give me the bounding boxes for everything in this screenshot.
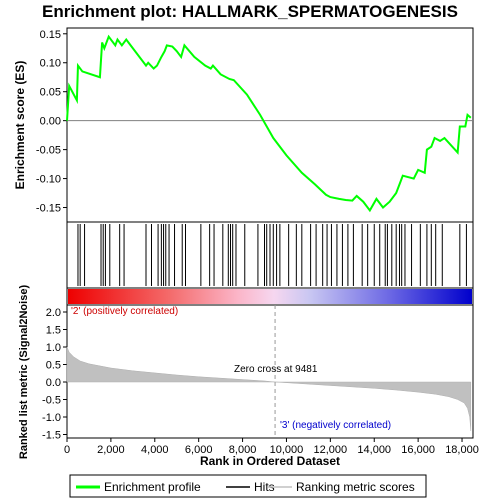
metric-y-tick-label: 1.0: [46, 342, 61, 354]
es-line-group: [66, 34, 472, 213]
x-axis-label: Rank in Ordered Dataset: [200, 454, 340, 468]
metric-y-tick-label: -1.5: [42, 430, 61, 442]
es-y-tick-label: 0.00: [40, 116, 61, 128]
es-y-tick-label: 0.05: [40, 87, 61, 99]
metric-y-tick-label: 0.5: [46, 360, 61, 372]
x-axis: 0 2,000 4,000 6,000 8,000 10,000 12,000 14,000 1…: [64, 438, 479, 456]
es-y-tick-label: 0.15: [40, 29, 61, 41]
x-tick-label: 18,000: [445, 444, 479, 456]
x-tick-label: 0: [64, 444, 70, 456]
x-tick-label: 4,000: [141, 444, 169, 456]
legend-box: [69, 474, 427, 498]
x-tick-label: 14,000: [357, 444, 391, 456]
metric-y-tick-label: 1.5: [46, 325, 61, 337]
es-y-tick-label: -0.10: [36, 174, 61, 186]
x-tick-label: 16,000: [401, 444, 435, 456]
metric-y-tick-label: 2.0: [46, 307, 61, 319]
x-tick-label: 8,000: [229, 444, 257, 456]
x-tick-label: 6,000: [185, 444, 213, 456]
chart-title: Enrichment plot: HALLMARK_SPERMATOGENESI…: [42, 2, 458, 21]
enrichment-profile-line: [66, 34, 472, 213]
es-y-tick-label: 0.10: [40, 58, 61, 70]
metric-y-tick-label: 0.0: [46, 377, 61, 389]
x-tick-label: 2,000: [97, 444, 125, 456]
es-panel-frame: [66, 27, 474, 223]
hit-marks: [77, 224, 467, 286]
negative-correlation-label: '3' (negatively correlated): [280, 420, 391, 431]
positive-correlation-label: '2' (positively correlated): [71, 306, 178, 317]
ranking-metric-area: [66, 346, 472, 432]
es-y-tick-label: -0.05: [36, 145, 61, 157]
metric-area-group: [66, 305, 472, 438]
metric-y-tick-label: -1.0: [42, 412, 61, 424]
legend-label-enrichment: Enrichment profile: [104, 480, 201, 494]
rank-colorbar: [68, 289, 472, 304]
x-tick-label: 12,000: [314, 444, 348, 456]
legend-label-hits: Hits: [254, 480, 275, 494]
metric-y-axis: 2.0 1.5 1.0 0.5 0.0 -0.5 -1.0 -1.5: [42, 307, 67, 442]
es-y-axis: 0.15 0.10 0.05 0.00 -0.05 -0.10 -0.15: [36, 29, 67, 215]
metric-y-tick-label: -0.5: [42, 395, 61, 407]
zero-cross-label: Zero cross at 9481: [234, 364, 318, 375]
metric-y-axis-label: Ranked list metric (Signal2Noise): [18, 285, 30, 460]
legend-label-ranking: Ranking metric scores: [296, 480, 415, 494]
es-y-tick-label: -0.15: [36, 203, 61, 215]
x-tick-label: 10,000: [270, 444, 304, 456]
es-y-axis-label: Enrichment score (ES): [13, 61, 27, 190]
